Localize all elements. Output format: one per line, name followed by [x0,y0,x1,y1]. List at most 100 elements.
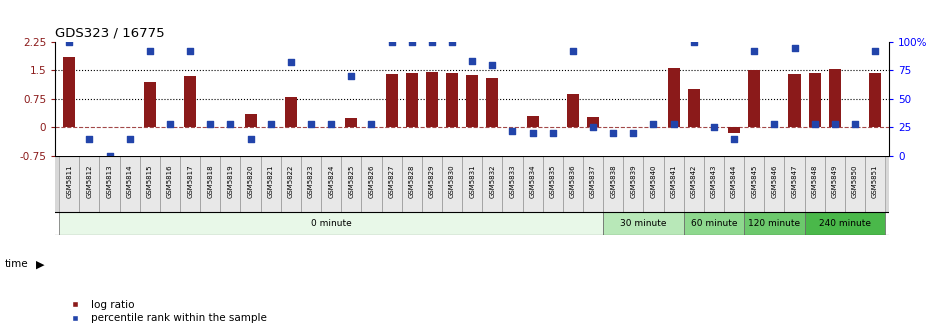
Text: GSM5844: GSM5844 [731,164,737,198]
Text: GSM5843: GSM5843 [711,164,717,198]
Bar [120,156,140,212]
Bar [59,212,603,235]
Bar [788,74,801,127]
Text: ▶: ▶ [36,259,45,269]
Point [565,48,580,54]
Text: GSM5820: GSM5820 [247,164,254,198]
Bar [668,68,680,127]
Point [586,125,601,130]
Text: GSM5849: GSM5849 [832,164,838,198]
Text: GSM5814: GSM5814 [126,164,133,198]
Text: GSM5834: GSM5834 [530,164,535,198]
Bar [587,117,599,127]
Bar [567,94,579,127]
Text: GSM5841: GSM5841 [670,164,676,198]
Bar [462,156,482,212]
Point [82,136,97,141]
Text: GSM5819: GSM5819 [227,164,233,198]
Bar [644,156,664,212]
Bar [79,156,100,212]
Text: GSM5829: GSM5829 [429,164,435,198]
Bar [144,82,156,127]
Text: GSM5831: GSM5831 [469,164,476,198]
Text: GSM5840: GSM5840 [650,164,656,198]
Bar [765,156,785,212]
Bar [865,156,885,212]
Bar [684,212,744,235]
Point [102,153,117,158]
Text: GSM5839: GSM5839 [631,164,636,198]
Text: GSM5830: GSM5830 [449,164,455,198]
Bar [201,156,221,212]
Point [767,121,782,127]
Point [827,121,843,127]
Text: GSM5837: GSM5837 [590,164,596,198]
Text: 240 minute: 240 minute [819,219,871,228]
Bar [583,156,603,212]
Bar [522,156,543,212]
Bar [426,72,437,127]
Text: GSM5816: GSM5816 [167,164,173,198]
Point [807,121,823,127]
Bar [442,156,462,212]
Point [545,130,560,136]
Bar [623,156,644,212]
Text: GSM5833: GSM5833 [510,164,515,198]
Point [384,39,399,45]
Point [687,39,702,45]
Text: GSM5812: GSM5812 [87,164,92,198]
Text: GSM5842: GSM5842 [690,164,697,198]
Bar [744,212,805,235]
Text: GSM5811: GSM5811 [67,164,72,198]
Point [143,48,158,54]
Bar [724,156,744,212]
Bar [241,156,261,212]
Point [424,39,439,45]
Point [646,121,661,127]
Point [727,136,742,141]
Point [867,48,883,54]
Bar [805,156,825,212]
Text: GSM5826: GSM5826 [368,164,375,198]
Bar [748,71,760,127]
Bar [563,156,583,212]
Bar [684,156,704,212]
Point [122,136,137,141]
Bar [221,156,241,212]
Point [747,48,762,54]
Text: GSM5848: GSM5848 [811,164,818,198]
Point [525,130,540,136]
Bar [140,156,160,212]
Text: GSM5827: GSM5827 [389,164,395,198]
Bar [808,74,821,127]
Bar [664,156,684,212]
Bar [422,156,442,212]
Bar [385,74,398,127]
Bar [825,156,844,212]
Text: 0 minute: 0 minute [311,219,352,228]
Bar [543,156,563,212]
Point [464,58,479,64]
Bar [261,156,281,212]
Bar [828,69,841,127]
Text: GSM5851: GSM5851 [872,164,878,198]
Bar [301,156,321,212]
Bar [345,118,358,127]
Text: GSM5846: GSM5846 [771,164,777,198]
Bar [59,156,79,212]
Point [404,39,419,45]
Text: GDS323 / 16775: GDS323 / 16775 [55,27,165,39]
Point [163,121,178,127]
Point [847,121,863,127]
Point [485,62,500,68]
Text: GSM5818: GSM5818 [207,164,213,198]
Text: GSM5832: GSM5832 [490,164,495,198]
Bar [446,74,458,127]
Point [343,73,359,79]
Text: time: time [5,259,29,269]
Bar [688,89,700,127]
Bar [486,78,498,127]
Point [323,121,339,127]
Bar [603,156,623,212]
Text: 30 minute: 30 minute [620,219,667,228]
